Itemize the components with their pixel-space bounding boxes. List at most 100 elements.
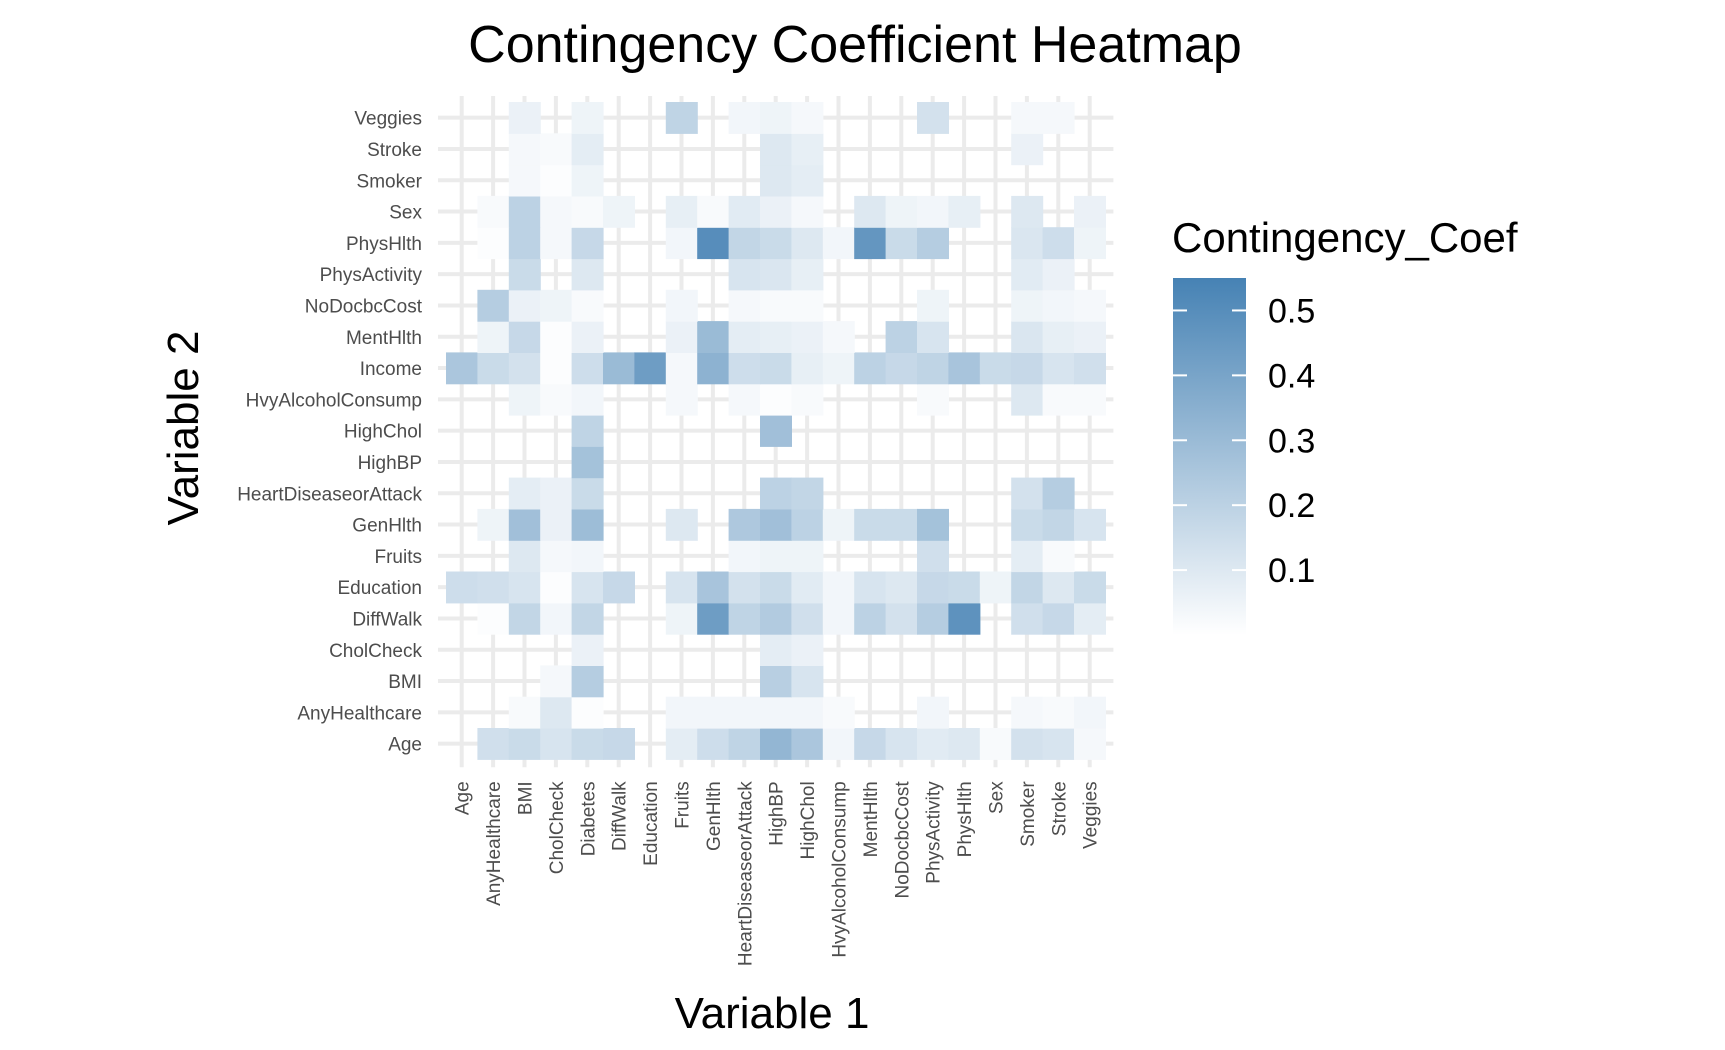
heatmap-cell	[540, 164, 573, 197]
heatmap-cell	[917, 571, 949, 604]
x-tick-label: Sex	[987, 781, 1008, 814]
heatmap-cell	[791, 696, 824, 729]
heatmap-cell	[1011, 352, 1044, 385]
heatmap-cell	[477, 321, 510, 353]
heatmap-cell	[917, 696, 949, 729]
y-tick-label: NoDocbcCost	[305, 296, 423, 317]
heatmap-cell	[1074, 227, 1106, 260]
heatmap-cell	[477, 602, 510, 635]
legend: Contingency_Coef 0.1 0.2 0.3 0.4 0.5	[1172, 214, 1518, 635]
heatmap-cell	[1011, 508, 1044, 541]
heatmap-cell	[948, 195, 981, 228]
chart-title: Contingency Coefficient Heatmap	[468, 16, 1242, 74]
heatmap-cell	[917, 289, 949, 322]
heatmap-cell	[540, 195, 573, 228]
heatmap-cell	[540, 508, 573, 541]
heatmap-cell	[791, 540, 824, 573]
heatmap-cell	[948, 352, 981, 385]
heatmap-cell	[477, 571, 510, 604]
heatmap-cell	[540, 227, 573, 260]
heatmap-cell	[508, 540, 541, 573]
heatmap-cell	[1042, 102, 1075, 134]
heatmap-cell	[571, 696, 604, 729]
heatmap-cell	[760, 415, 792, 447]
heatmap-cell	[540, 352, 573, 385]
heatmap-cell	[822, 321, 855, 353]
heatmap-cell	[822, 728, 855, 760]
heatmap-cell	[854, 508, 887, 541]
heatmap-cell	[1011, 571, 1044, 604]
heatmap-cell	[885, 352, 918, 385]
heatmap-cell	[822, 508, 855, 541]
heatmap-cell	[1074, 383, 1106, 416]
heatmap-cell	[854, 195, 887, 228]
heatmap-cell	[728, 383, 761, 416]
heatmap-cell	[571, 321, 604, 353]
heatmap-cell	[791, 321, 824, 353]
legend-tick-label: 0.5	[1268, 292, 1315, 330]
heatmap-cell	[791, 383, 824, 416]
heatmap-cell	[508, 571, 541, 604]
heatmap-cell	[508, 133, 541, 166]
heatmap-cell	[728, 602, 761, 635]
x-tick-label: Age	[453, 781, 474, 815]
heatmap-cell	[791, 164, 824, 197]
heatmap-cell	[508, 477, 541, 510]
x-tick-label: HighBP	[767, 781, 788, 845]
heatmap-cell	[1074, 728, 1106, 760]
heatmap-cell	[665, 321, 698, 353]
y-tick-label: AnyHealthcare	[297, 703, 422, 724]
y-tick-label: PhysHlth	[346, 234, 422, 255]
heatmap-cell	[979, 571, 1012, 604]
heatmap-cell	[1042, 321, 1075, 353]
heatmap-cell	[540, 602, 573, 635]
x-tick-label: HighChol	[798, 781, 819, 859]
x-tick-label: PhysActivity	[924, 781, 945, 884]
heatmap-cell	[1074, 321, 1106, 353]
y-tick-label: GenHlth	[352, 516, 422, 537]
heatmap-cell	[760, 164, 792, 197]
heatmap-cell	[697, 195, 730, 228]
heatmap-cell	[477, 728, 510, 760]
heatmap-cell	[571, 665, 604, 698]
heatmap-cell	[760, 102, 792, 134]
heatmap-cell	[508, 258, 541, 291]
x-tick-label: HvyAlcoholConsump	[830, 781, 851, 957]
heatmap-cell	[885, 508, 918, 541]
legend-title: Contingency_Coef	[1172, 214, 1518, 261]
heatmap-cell	[791, 602, 824, 635]
heatmap-cell	[603, 571, 635, 604]
heatmap-cell	[1042, 352, 1075, 385]
heatmap-cell	[760, 352, 792, 385]
heatmap-cell	[791, 102, 824, 134]
heatmap-cell	[1042, 258, 1075, 291]
heatmap-cell	[571, 133, 604, 166]
heatmap-cell	[760, 258, 792, 291]
heatmap-cell	[1042, 508, 1075, 541]
heatmap-cell	[791, 195, 824, 228]
heatmap-cell	[1011, 602, 1044, 635]
heatmap-cell	[665, 352, 698, 385]
heatmap-cell	[571, 258, 604, 291]
heatmap-cell	[1074, 195, 1106, 228]
x-tick-label: PhysHlth	[955, 781, 976, 857]
heatmap-cell	[508, 321, 541, 353]
heatmap-cell	[1011, 477, 1044, 510]
x-tick-label: CholCheck	[547, 781, 568, 874]
heatmap-cell	[1011, 540, 1044, 573]
heatmap-cell	[885, 602, 918, 635]
heatmap-cells	[446, 102, 1106, 760]
heatmap-cell	[728, 227, 761, 260]
heatmap-cell	[477, 508, 510, 541]
heatmap-cell	[1042, 602, 1075, 635]
heatmap-cell	[728, 195, 761, 228]
heatmap-cell	[665, 571, 698, 604]
legend-tick-label: 0.2	[1268, 487, 1315, 525]
heatmap-cell	[760, 508, 792, 541]
x-tick-label: AnyHealthcare	[484, 781, 505, 906]
y-tick-label: Smoker	[357, 171, 423, 192]
heatmap-cell	[571, 446, 604, 479]
x-tick-label: Diabetes	[578, 781, 599, 856]
heatmap-cell	[760, 602, 792, 635]
